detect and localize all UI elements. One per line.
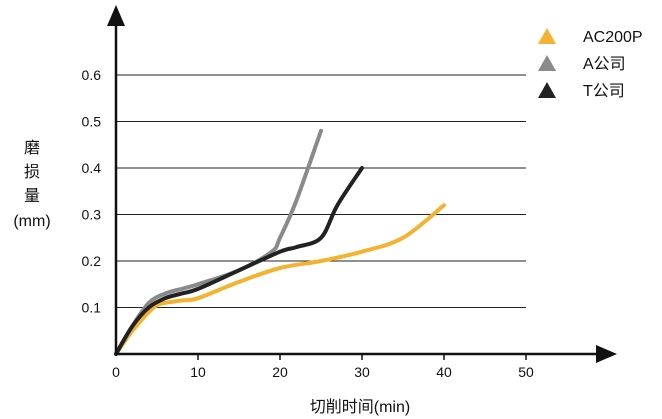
y-axis-label-line: (mm) bbox=[13, 213, 50, 230]
x-tick-label: 0 bbox=[112, 364, 120, 380]
x-axis-label: 切削时间(min) bbox=[310, 398, 410, 416]
x-tick-label: 50 bbox=[518, 364, 534, 380]
y-axis-label-line: 量 bbox=[24, 188, 40, 205]
legend-label: AC200P bbox=[583, 29, 643, 46]
series-lines bbox=[114, 128, 446, 356]
series-line bbox=[114, 203, 446, 356]
legend-label: T公司 bbox=[583, 83, 625, 100]
y-tick-label: 0.3 bbox=[82, 207, 102, 223]
y-tick-label: 0.1 bbox=[82, 300, 102, 316]
legend-label: A公司 bbox=[583, 56, 626, 73]
y-tick-label: 0.2 bbox=[82, 253, 102, 269]
y-tick-label: 0.4 bbox=[82, 160, 102, 176]
legend: AC200P A公司 T公司 bbox=[538, 28, 643, 100]
axes bbox=[107, 5, 617, 363]
x-axis-arrow bbox=[596, 345, 617, 363]
y-tick-label: 0.6 bbox=[82, 67, 102, 83]
series-line bbox=[114, 128, 323, 356]
y-axis-label: 磨损量 (mm) bbox=[13, 139, 50, 230]
grid-lines bbox=[116, 74, 526, 308]
y-axis-arrow bbox=[107, 5, 125, 26]
y-tick-label: 0.5 bbox=[82, 114, 102, 130]
x-tick-label: 20 bbox=[272, 364, 288, 380]
x-tick-label: 30 bbox=[354, 364, 370, 380]
x-tick-label: 40 bbox=[436, 364, 452, 380]
tick-labels: 0 10 20 30 40 50 0.1 0.2 0.3 0.4 0.5 0.6 bbox=[82, 67, 534, 380]
series-line bbox=[114, 166, 364, 356]
legend-marker bbox=[538, 28, 556, 44]
x-tick-label: 10 bbox=[190, 364, 206, 380]
y-axis-label-line: 损 bbox=[24, 163, 40, 181]
legend-marker bbox=[538, 82, 556, 98]
legend-marker bbox=[538, 55, 556, 71]
y-axis-label-line: 磨 bbox=[24, 139, 40, 157]
